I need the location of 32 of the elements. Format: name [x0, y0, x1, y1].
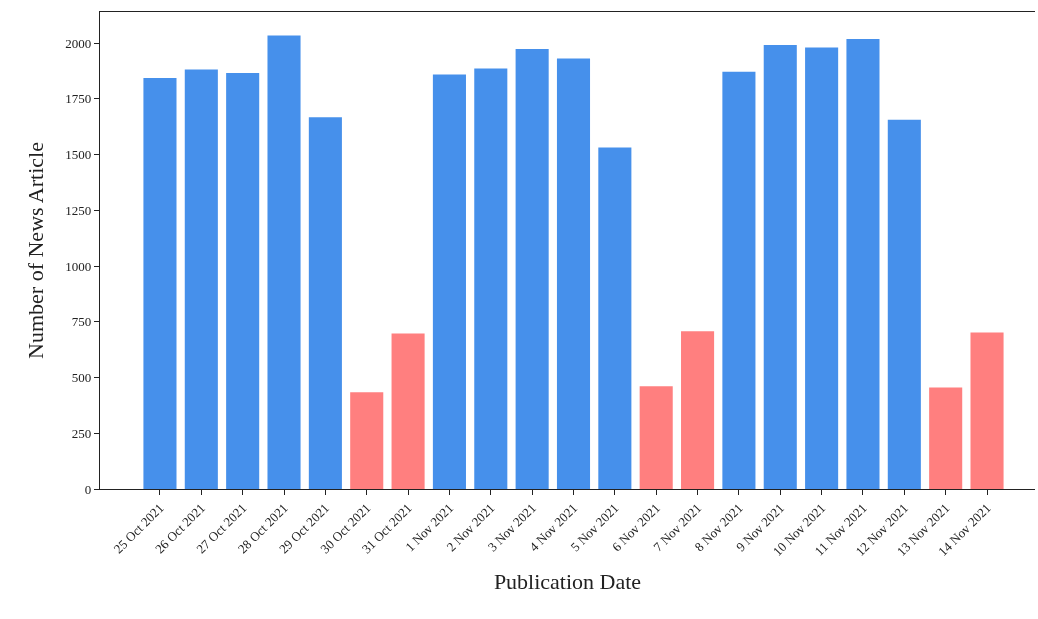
bar [929, 387, 963, 489]
x-axis-title: Publication Date [493, 568, 642, 594]
bar [681, 331, 715, 489]
bar [267, 35, 301, 489]
bar [184, 69, 218, 489]
y-tick-label: 1500 [65, 147, 92, 163]
bar [350, 392, 384, 489]
bar [556, 58, 591, 489]
bar [308, 117, 342, 489]
y-tick-label: 1750 [65, 91, 92, 107]
y-tick-label: 0 [84, 481, 92, 497]
y-tick-label: 1000 [65, 258, 92, 274]
bar [143, 77, 177, 489]
bar [598, 147, 632, 489]
bar [722, 71, 756, 489]
bar [639, 386, 673, 489]
y-tick-label: 2000 [65, 35, 92, 51]
y-tick-label: 250 [71, 425, 92, 441]
bar [515, 49, 549, 489]
y-axis-title: Number of News Article [23, 142, 49, 359]
bar [805, 47, 839, 489]
bar [887, 119, 921, 489]
y-tick-label: 750 [71, 314, 92, 330]
bar [226, 73, 260, 489]
y-tick-label: 1250 [65, 202, 92, 218]
y-tick-label: 500 [71, 370, 92, 386]
bar [763, 44, 797, 489]
bar [970, 332, 1004, 489]
bar [846, 38, 880, 489]
bar [474, 68, 508, 489]
bar [432, 74, 466, 489]
bar [391, 333, 425, 489]
